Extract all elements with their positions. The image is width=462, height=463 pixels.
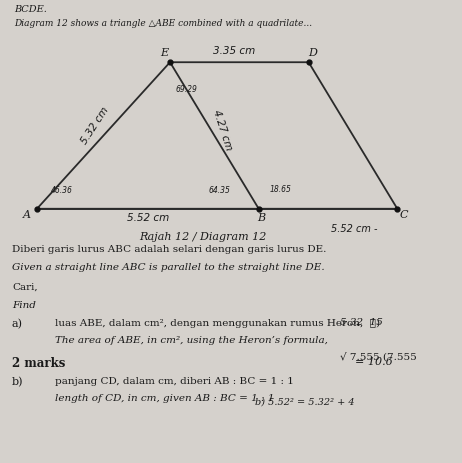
- Text: a): a): [12, 319, 23, 329]
- Text: 2 marks: 2 marks: [12, 357, 66, 370]
- Text: 3.35 cm: 3.35 cm: [213, 46, 255, 56]
- Text: 5.52 cm -: 5.52 cm -: [331, 224, 377, 234]
- Text: 5.52 cm: 5.52 cm: [127, 213, 169, 223]
- Text: = 10.6: = 10.6: [355, 357, 393, 367]
- Text: Given a straight line ABC is parallel to the straight line DE.: Given a straight line ABC is parallel to…: [12, 263, 325, 272]
- Text: Find: Find: [12, 301, 36, 310]
- Text: 69.29: 69.29: [176, 85, 198, 94]
- Text: B: B: [257, 213, 266, 223]
- Text: √ 7.555 (7.555: √ 7.555 (7.555: [340, 352, 417, 361]
- Text: E: E: [160, 49, 169, 58]
- Text: D: D: [309, 49, 317, 58]
- Text: 5.32 cm: 5.32 cm: [79, 105, 111, 146]
- Text: A: A: [23, 210, 31, 219]
- Text: Rajah 12 / Diagram 12: Rajah 12 / Diagram 12: [140, 232, 267, 242]
- Text: b) 5.52² = 5.32² + 4: b) 5.52² = 5.32² + 4: [255, 398, 355, 407]
- Text: Diagram 12 shows a triangle △ABE combined with a quadrilate...: Diagram 12 shows a triangle △ABE combine…: [14, 19, 312, 28]
- Text: C: C: [400, 210, 408, 219]
- Text: Diberi garis lurus ABC adalah selari dengan garis lurus DE.: Diberi garis lurus ABC adalah selari den…: [12, 245, 326, 254]
- Text: luas ABE, dalam cm², dengan menggunakan rumus Heron,  ⓐ): luas ABE, dalam cm², dengan menggunakan …: [55, 319, 380, 328]
- Text: Cari,: Cari,: [12, 283, 37, 292]
- Text: 46.36: 46.36: [51, 186, 73, 195]
- Text: panjang CD, dalam cm, diberi AB : BC = 1 : 1: panjang CD, dalam cm, diberi AB : BC = 1…: [55, 377, 294, 386]
- Text: BCDE.: BCDE.: [14, 5, 47, 14]
- Text: 5.32  15: 5.32 15: [340, 318, 383, 327]
- Text: 64.35: 64.35: [209, 186, 231, 195]
- Text: The area of ABE, in cm², using the Heron’s formula,: The area of ABE, in cm², using the Heron…: [55, 336, 328, 345]
- Text: b): b): [12, 377, 24, 387]
- Text: 4.27 cm: 4.27 cm: [212, 109, 234, 152]
- Text: length of CD, in cm, given AB : BC = 1 : 1: length of CD, in cm, given AB : BC = 1 :…: [55, 394, 274, 403]
- Text: 18.65: 18.65: [270, 185, 292, 194]
